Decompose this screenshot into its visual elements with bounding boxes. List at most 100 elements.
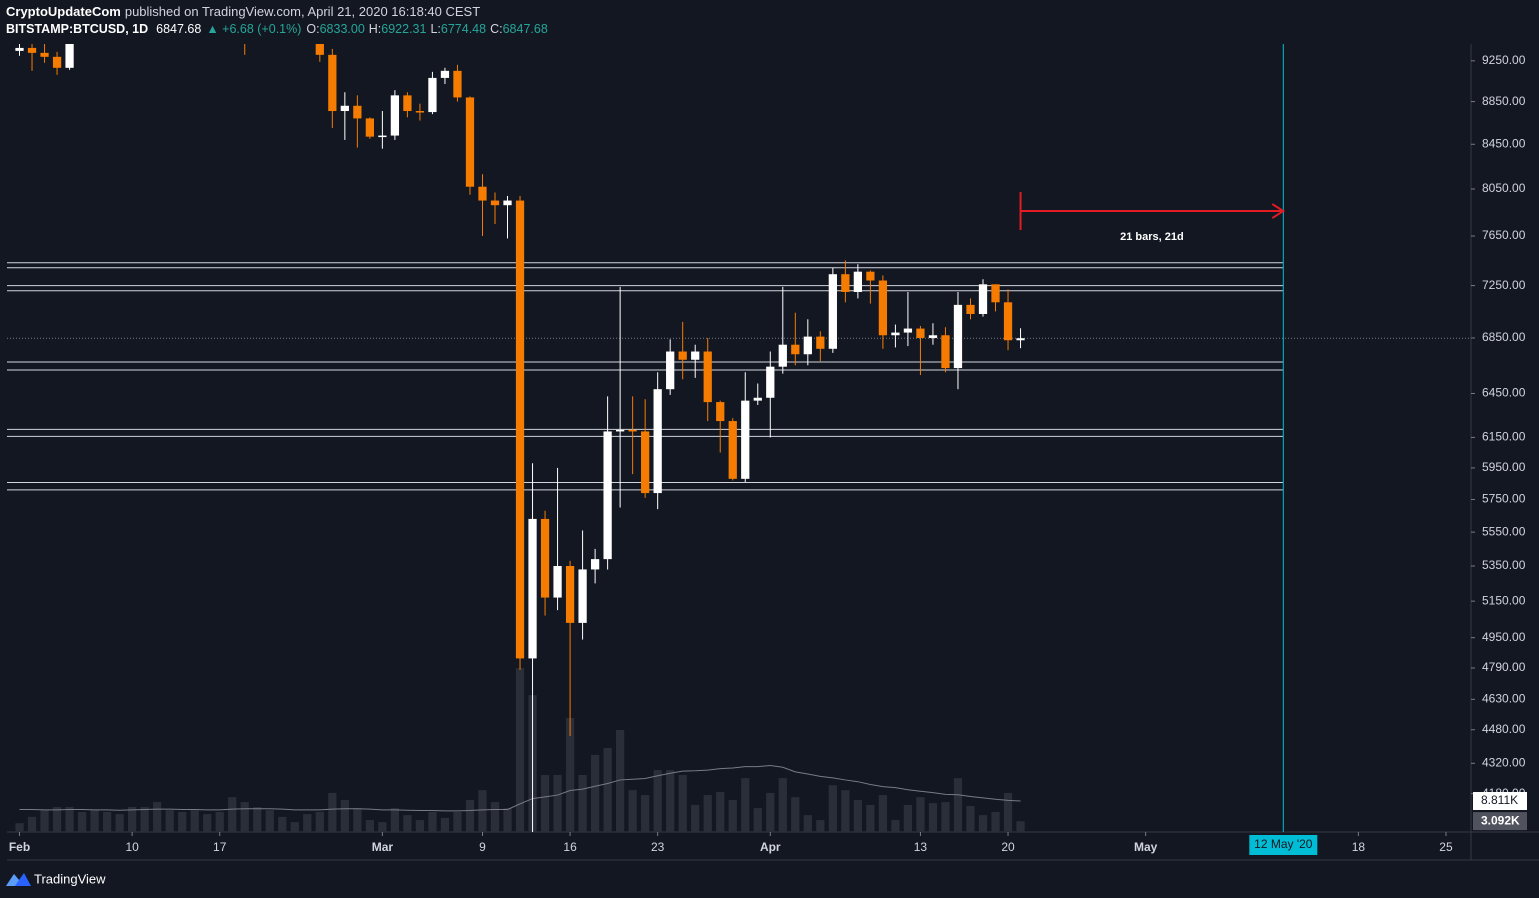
- volume-bar: [590, 754, 600, 832]
- y-tick-label: 4950.00: [1482, 630, 1526, 644]
- volume-bar: [853, 799, 863, 832]
- x-tick-label: 13: [914, 840, 928, 854]
- ohlc-value: 6922.31: [381, 22, 426, 36]
- volume-bar: [878, 795, 888, 832]
- candle-body: [1016, 338, 1025, 341]
- volume-bar: [628, 790, 637, 832]
- y-tick-label: 5950.00: [1482, 460, 1526, 474]
- volume-bar: [102, 811, 112, 832]
- x-tick-label: 16: [563, 840, 577, 854]
- candle-body: [40, 52, 49, 57]
- volume-bar: [1003, 792, 1013, 832]
- date-marker-label: 12 May '20: [1254, 837, 1313, 851]
- candle-body: [903, 328, 913, 333]
- change: ▲ +6.68 (+0.1%): [206, 22, 301, 36]
- y-tick-label: 6150.00: [1482, 430, 1526, 444]
- volume-bar: [215, 811, 224, 832]
- volume-bar: [753, 808, 762, 832]
- volume-bar: [303, 814, 312, 832]
- candle-body: [328, 54, 337, 112]
- ohlc-key: L:: [430, 22, 440, 36]
- ohlc-key: C:: [490, 22, 503, 36]
- candle-body: [440, 70, 450, 78]
- volume-bar: [941, 802, 950, 832]
- volume-bar: [15, 823, 24, 832]
- volume-bar: [415, 820, 425, 832]
- volume-bar: [77, 811, 87, 832]
- y-tick-label: 7650.00: [1482, 228, 1526, 242]
- volume-bar: [490, 802, 500, 832]
- candle-body: [390, 95, 400, 136]
- candle-body: [615, 429, 625, 432]
- volume-bar: [127, 807, 137, 832]
- logo-icon: [6, 874, 19, 886]
- candle-body: [503, 200, 512, 206]
- volume-bar: [453, 811, 462, 832]
- candle-body: [866, 271, 875, 281]
- x-tick-label: 20: [1001, 840, 1015, 854]
- candle-body: [528, 518, 537, 659]
- ohlc-value: 6774.48: [441, 22, 486, 36]
- volume-bar: [253, 807, 262, 832]
- x-tick-label: 10: [125, 840, 139, 854]
- candle-body: [52, 56, 62, 68]
- volume-bar: [503, 808, 512, 832]
- candle-body: [978, 284, 988, 315]
- volume-bar: [315, 811, 324, 832]
- volume-badge: [1473, 812, 1527, 831]
- candle-body: [365, 118, 375, 137]
- footer-brand: TradingView: [34, 871, 106, 886]
- measure-arrowhead: [1271, 203, 1286, 219]
- candle-body: [428, 77, 437, 113]
- candle-body: [891, 332, 900, 336]
- volume-bar: [928, 803, 938, 832]
- volume-bar: [465, 799, 475, 832]
- volume-bar: [140, 807, 149, 832]
- candle-body: [853, 271, 863, 292]
- candle-body: [578, 569, 587, 623]
- candle-body: [991, 284, 1000, 303]
- candle-body: [15, 47, 24, 51]
- volume-bar: [615, 729, 625, 832]
- volume-bar: [766, 792, 775, 832]
- volume-bar: [365, 820, 375, 832]
- volume-bar: [378, 822, 387, 832]
- x-tick-label: Mar: [372, 840, 394, 854]
- candle-body: [353, 105, 362, 119]
- candle-body: [828, 274, 837, 349]
- candle-body: [741, 400, 750, 479]
- volume-bar: [440, 817, 450, 832]
- volume-bar: [228, 797, 237, 832]
- volume-badge-label: 3.092K: [1481, 813, 1520, 827]
- volume-bar: [578, 775, 587, 832]
- symbol: BITSTAMP:BTCUSD, 1D: [6, 22, 148, 36]
- volume-bar: [190, 810, 199, 832]
- volume-bar: [52, 807, 62, 832]
- volume-bar: [716, 791, 725, 832]
- volume-bar: [428, 811, 437, 832]
- candle-body: [816, 336, 825, 349]
- volume-bar: [828, 785, 837, 832]
- candle-body: [603, 431, 612, 560]
- candle-body: [753, 397, 762, 401]
- volume-bar: [478, 790, 487, 832]
- candle-body: [778, 344, 787, 367]
- x-tick-label: 17: [213, 840, 227, 854]
- candle-body: [641, 431, 650, 494]
- y-tick-label: 4790.00: [1482, 660, 1526, 674]
- candle-body: [1003, 302, 1013, 341]
- volume-bar: [515, 668, 525, 832]
- candle-body: [666, 351, 675, 390]
- legend: BITSTAMP:BTCUSD, 1D 6847.68 ▲ +6.68 (+0.1%…: [6, 22, 548, 36]
- candle-body: [628, 429, 637, 432]
- candle-body: [403, 95, 412, 112]
- x-tick-label: 9: [479, 840, 486, 854]
- volume-bar: [778, 778, 787, 832]
- volume-bar: [153, 802, 162, 832]
- volume-bar: [991, 811, 1000, 832]
- candle-body: [478, 186, 487, 201]
- author: CryptoUpdateCom: [6, 4, 121, 19]
- candle-body: [941, 335, 950, 369]
- candle-body: [966, 304, 975, 315]
